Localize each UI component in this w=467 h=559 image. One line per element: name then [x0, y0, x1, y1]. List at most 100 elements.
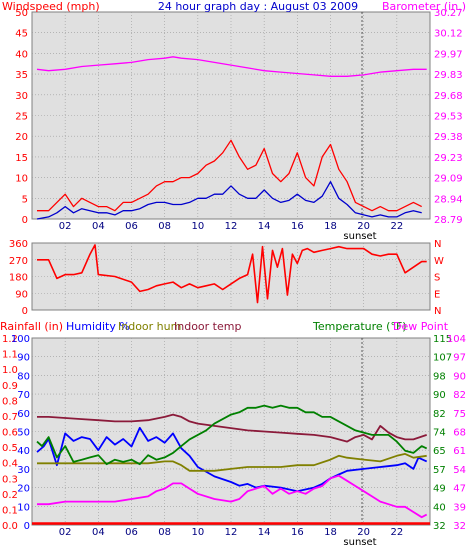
y-tick-label: 40: [433, 502, 446, 513]
panel-temp-x-tick-labels: 02 04 06 08 10 12 14 16 18 20 22: [59, 527, 403, 538]
x-tick-label: 04: [92, 527, 105, 538]
y-tick-label: 74: [433, 428, 446, 439]
x-tick-label: 02: [59, 527, 72, 538]
panel-wind-series: [36, 56, 427, 220]
y-tick-label: 115: [433, 334, 452, 345]
y-tick-label: 54: [453, 465, 466, 476]
y-tick-label: 29.38: [434, 132, 463, 143]
panel-wind-sunset-label: sunset: [343, 231, 376, 242]
y-tick-label: 29.83: [434, 70, 463, 81]
dewpoint-axis-title: Dew Point: [393, 320, 449, 333]
x-tick-label: 12: [225, 527, 238, 538]
y-tick-label: 0.2: [2, 490, 18, 501]
y-tick-label: 40: [17, 446, 30, 457]
y-tick-label: N: [434, 239, 441, 250]
y-tick-label: 0.7: [2, 412, 18, 423]
y-tick-label: 47: [453, 484, 466, 495]
y-tick-label: 90: [433, 390, 446, 401]
panel-temp-series: [32, 404, 430, 525]
x-tick-label: 10: [191, 527, 204, 538]
y-tick-label: 0: [22, 306, 28, 317]
y-tick-label: 0.9: [2, 381, 18, 392]
y-tick-label: 29.09: [434, 174, 463, 185]
x-tick-label: 02: [59, 221, 72, 232]
x-tick-label: 06: [125, 221, 138, 232]
y-tick-label: 39: [453, 502, 466, 513]
graph-title: 24 hour graph day : August 03 2009: [158, 0, 358, 13]
y-tick-label: N: [434, 306, 441, 317]
x-tick-label: 18: [324, 527, 337, 538]
x-tick-label: 22: [390, 527, 403, 538]
indoor-hum-axis-title: Indoor hum: [118, 320, 181, 333]
y-tick-label: 360: [9, 239, 28, 250]
y-tick-label: 97: [453, 353, 466, 364]
y-tick-label: 50: [17, 428, 30, 439]
y-tick-label: 32: [433, 521, 446, 532]
x-tick-label: 08: [158, 221, 171, 232]
direction-degree-labels: 360 270 180 90 0: [9, 239, 28, 317]
y-tick-label: 5: [22, 194, 28, 205]
y-tick-label: 61: [453, 446, 466, 457]
y-tick-label: 0.4: [2, 459, 18, 470]
y-tick-label: 80: [17, 371, 30, 382]
y-tick-label: 30: [17, 465, 30, 476]
y-tick-label: 180: [9, 273, 28, 284]
y-tick-label: 30: [15, 91, 28, 102]
y-tick-label: 270: [9, 256, 28, 267]
gust-line: [37, 139, 422, 212]
x-tick-label: 06: [125, 527, 138, 538]
y-tick-label: 29.23: [434, 153, 463, 164]
y-tick-label: 98: [433, 371, 446, 382]
y-tick-label: E: [434, 289, 440, 300]
y-tick-label: 30.12: [434, 29, 463, 40]
y-tick-label: 65: [433, 446, 446, 457]
y-tick-label: 0: [24, 521, 30, 532]
y-tick-label: 90: [17, 353, 30, 364]
x-tick-label: 14: [258, 221, 271, 232]
indoor-temp-axis-title: Indoor temp: [174, 320, 241, 333]
x-tick-label: 14: [258, 527, 271, 538]
rainfall-y-tick-labels: 1.2 1.1 1.0 0.9 0.8 0.7 0.6 0.5 0.4 0.3 0.2 0.1 0.0: [2, 334, 18, 532]
indoor_temp-line: [37, 413, 427, 443]
y-tick-label: 1.1: [2, 350, 18, 361]
y-tick-label: 20: [15, 132, 28, 143]
y-tick-label: 29.97: [434, 49, 463, 60]
y-tick-label: 40: [15, 49, 28, 60]
x-tick-label: 04: [92, 221, 105, 232]
y-tick-label: 29.53: [434, 112, 463, 123]
y-tick-label: 0.5: [2, 443, 18, 454]
y-tick-label: 10: [17, 502, 30, 513]
y-tick-label: 0.3: [2, 474, 18, 485]
temperature-axis-title: Temperature (°F): [312, 320, 407, 333]
y-tick-label: 10: [15, 174, 28, 185]
y-tick-label: 1.0: [2, 365, 18, 376]
panel-direction-grid: [32, 243, 430, 310]
y-tick-label: 70: [17, 390, 30, 401]
y-tick-label: 0.0: [2, 521, 18, 532]
x-tick-label: 18: [324, 221, 337, 232]
panel-wind-grid: [32, 12, 430, 219]
dewpoint-y-tick-labels: 104 97 90 82 75 68 61 54 47 39 32: [447, 334, 466, 532]
y-tick-label: 0: [22, 215, 28, 226]
x-tick-label: 08: [158, 527, 171, 538]
barometer-axis-title: Barometer (in.): [382, 0, 466, 13]
y-tick-label: 35: [15, 70, 28, 81]
temperature-y-tick-labels: 115 107 98 90 82 74 65 57 49 40 32: [433, 334, 452, 532]
x-tick-label: 12: [225, 221, 238, 232]
dew_point-line: [37, 474, 428, 519]
barometer-line: [36, 56, 427, 77]
y-tick-label: S: [434, 273, 440, 284]
panel-direction-series: [37, 244, 427, 304]
y-tick-label: 90: [453, 371, 466, 382]
y-tick-label: 75: [453, 409, 466, 420]
y-tick-label: 90: [15, 289, 28, 300]
x-tick-label: 16: [291, 221, 304, 232]
rainfall-axis-title: Rainfall (in): [0, 320, 63, 333]
y-tick-label: 104: [447, 334, 466, 345]
y-tick-label: 25: [15, 112, 28, 123]
y-tick-label: 15: [15, 153, 28, 164]
x-tick-label: 16: [291, 527, 304, 538]
